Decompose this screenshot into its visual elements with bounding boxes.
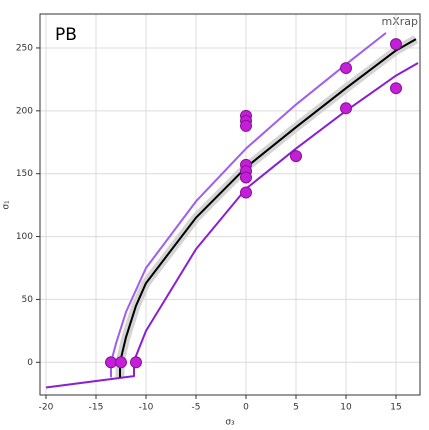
x-tick-label: 10 (340, 403, 352, 413)
y-tick-label: 150 (16, 169, 33, 179)
x-tick-label: -15 (89, 403, 104, 413)
y-tick-label: 0 (27, 358, 33, 368)
data-point (290, 150, 302, 163)
data-point (340, 62, 352, 75)
fit-curve (119, 38, 417, 378)
fit-curve (115, 35, 419, 378)
y-tick-label: 250 (16, 43, 33, 53)
data-point (390, 38, 402, 51)
chart-title: PB (55, 25, 77, 45)
fit-curve (110, 32, 387, 378)
plot-frame (39, 13, 421, 396)
data-point (240, 171, 252, 184)
data-point (115, 356, 127, 369)
x-tick-label: -10 (139, 403, 154, 413)
watermark: mXrap (382, 15, 419, 28)
x-tick-label: 15 (390, 403, 401, 413)
x-tick-label: -5 (192, 403, 201, 413)
x-tick-label: 5 (293, 403, 299, 413)
data-point (340, 102, 352, 115)
data-point (240, 119, 252, 132)
data-point (130, 356, 142, 369)
data-point (240, 186, 252, 199)
y-axis-label: σ₁ (2, 200, 12, 210)
y-tick-label: 200 (16, 106, 33, 116)
x-tick-label: 0 (243, 403, 249, 413)
data-point (105, 356, 117, 369)
data-point (390, 82, 402, 95)
x-tick-label: -20 (39, 403, 54, 413)
y-tick-label: 50 (22, 295, 34, 305)
fit-curve (45, 62, 419, 389)
x-axis-label: σ₃ (225, 418, 235, 428)
y-tick-label: 100 (16, 232, 33, 242)
